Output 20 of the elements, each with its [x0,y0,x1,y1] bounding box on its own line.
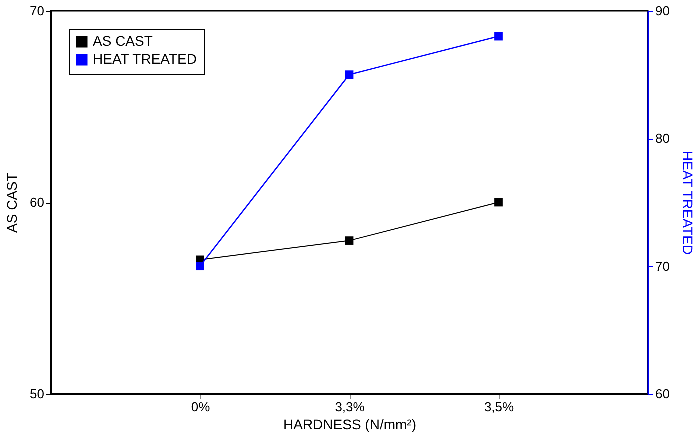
point [494,198,503,207]
x-tick-label: 3,3% [335,400,366,414]
point [494,32,503,41]
y2-tick-label: 90 [656,4,670,18]
x-tick-label: 3,5% [484,400,514,414]
y2-tick-label: 80 [656,131,670,146]
point [345,236,354,245]
y2-tick-label: 70 [656,258,670,274]
legend-label: HEAT TREATED [93,51,197,67]
y-tick-label: 60 [30,195,44,210]
y2-axis-title: HEAT TREATED [680,151,696,255]
x-tick-label: 0% [191,400,211,414]
x-axis-title: HARDNESS (N/mm²) [284,416,416,432]
point [345,70,354,80]
y2-tick-label: 60 [656,386,670,402]
y-tick-label: 70 [30,4,44,18]
y-axis-title: AS CAST [4,172,20,233]
point [196,262,204,271]
y-tick-label: 50 [30,386,44,402]
legend-label: AS CAST [93,33,154,49]
